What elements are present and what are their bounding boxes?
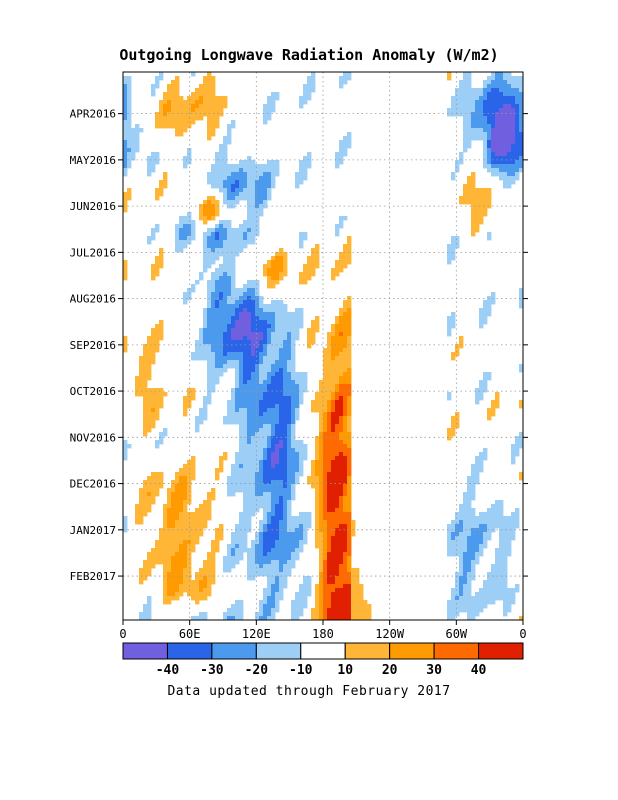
x-tick-label: 120E — [242, 627, 271, 641]
y-tick-label: APR2016 — [70, 108, 116, 121]
colorbar-swatch — [255, 642, 302, 660]
x-tick-label: 120W — [375, 627, 405, 641]
colorbar-label: 30 — [426, 663, 442, 678]
y-tick-label: AUG2016 — [70, 293, 116, 306]
colorbar-swatch — [211, 642, 257, 660]
y-tick-label: JUL2016 — [70, 246, 116, 259]
y-tick-label: JUN2016 — [70, 200, 116, 213]
colorbar-label: -10 — [289, 663, 313, 678]
chart-title: Outgoing Longwave Radiation Anomaly (W/m… — [119, 46, 499, 64]
colorbar-swatch — [389, 642, 435, 660]
colorbar-label: -40 — [156, 663, 180, 678]
x-tick-label: 60E — [179, 627, 201, 641]
x-tick-label: 0 — [519, 627, 526, 641]
anomaly-field — [123, 72, 524, 621]
colorbar-swatch — [300, 642, 346, 660]
x-tick-label: 0 — [119, 627, 126, 641]
y-tick-label: MAY2016 — [70, 154, 116, 167]
x-tick-label: 180 — [312, 627, 334, 641]
y-tick-label: NOV2016 — [70, 431, 116, 444]
colorbar-swatch — [166, 642, 213, 660]
y-tick-label: DEC2016 — [70, 478, 116, 491]
y-tick-label: SEP2016 — [70, 339, 116, 352]
colorbar-swatch — [344, 642, 391, 660]
colorbar-swatch — [478, 642, 524, 660]
colorbar-swatch — [433, 642, 480, 660]
colorbar-label: 20 — [382, 663, 398, 678]
colorbar-label: -20 — [245, 663, 269, 678]
grid-lines — [123, 72, 523, 620]
colorbar-label: -30 — [200, 663, 224, 678]
data-updated-note: Data updated through February 2017 — [167, 684, 451, 699]
y-tick-label: FEB2017 — [70, 570, 116, 583]
x-tick-label: 60W — [445, 627, 467, 641]
colorbar-swatch — [122, 642, 168, 660]
y-tick-label: JAN2017 — [70, 524, 116, 537]
y-tick-label: OCT2016 — [70, 385, 116, 398]
colorbar-label: 10 — [337, 663, 353, 678]
colorbar-label: 40 — [471, 663, 487, 678]
